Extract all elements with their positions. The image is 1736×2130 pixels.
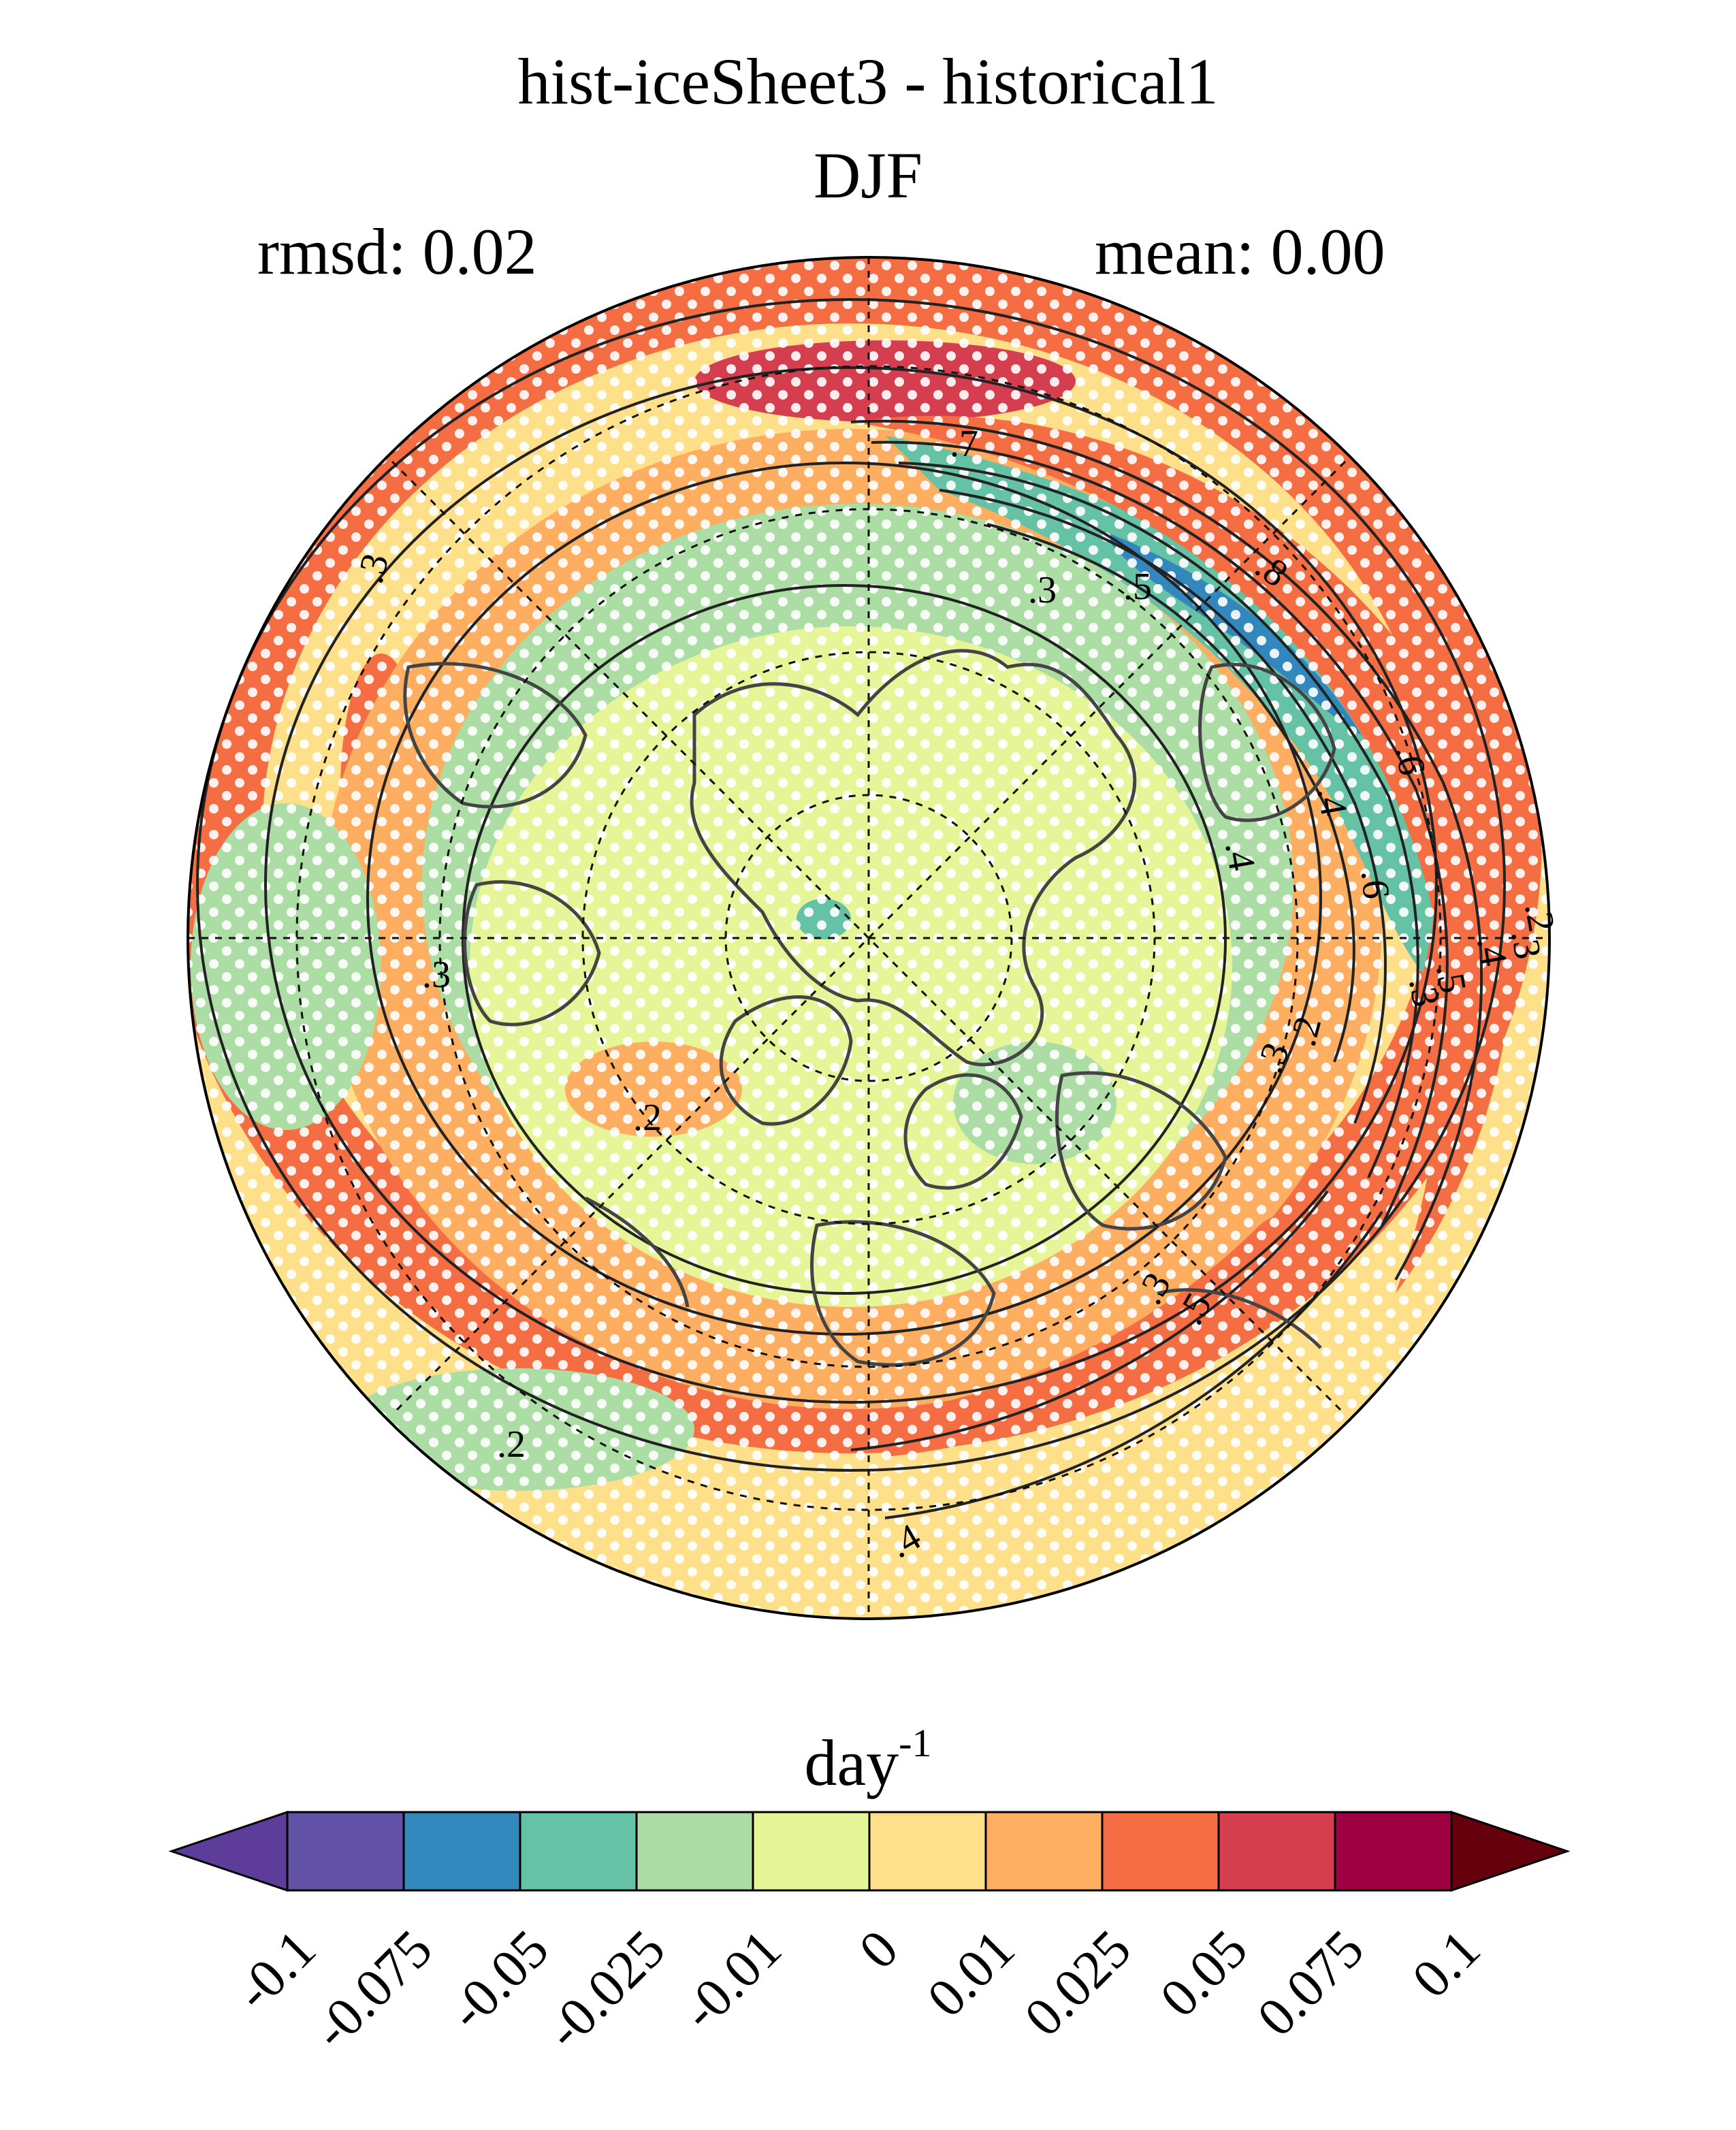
- contour-label: .5: [1123, 566, 1152, 608]
- colorbar-box: [1217, 1811, 1336, 1892]
- plot-title: hist-iceSheet3 - historical1: [517, 45, 1219, 118]
- mean-label: mean: 0.00: [1095, 215, 1385, 288]
- contour-label: .6: [1353, 869, 1397, 901]
- colorbar: [168, 1810, 1571, 1892]
- colorbar-box: [635, 1811, 754, 1892]
- colorbar-box: [1101, 1811, 1220, 1892]
- colorbar-units: day-1: [0, 1724, 1736, 1796]
- rmsd-label: rmsd: 0.02: [257, 215, 537, 288]
- colorbar-extend-high: [1450, 1810, 1571, 1892]
- colorbar-box: [519, 1811, 638, 1892]
- coastlines: [403, 649, 1336, 1367]
- contour-label: .3: [422, 954, 451, 996]
- map-boundary: [187, 256, 1551, 1620]
- colorbar-box: [868, 1811, 987, 1892]
- colorbar-extend-low: [168, 1810, 289, 1892]
- colorbar-box: [286, 1811, 405, 1892]
- contour-lines: [196, 298, 1506, 1519]
- plot-season: DJF: [813, 139, 923, 212]
- map-fill: [188, 257, 1549, 1619]
- colorbar-box: [984, 1811, 1104, 1892]
- graticule: [188, 257, 1549, 1619]
- colorbar-box: [402, 1811, 521, 1892]
- contour-label: .2: [633, 1097, 662, 1139]
- colorbar-box: [752, 1811, 871, 1892]
- colorbar-box: [1334, 1811, 1453, 1892]
- contour-label: .3: [1028, 569, 1057, 611]
- units-base: day: [804, 1726, 899, 1799]
- contour-label: .2: [497, 1423, 526, 1466]
- units-exponent: -1: [899, 1721, 932, 1765]
- contour-label: .7: [950, 423, 978, 465]
